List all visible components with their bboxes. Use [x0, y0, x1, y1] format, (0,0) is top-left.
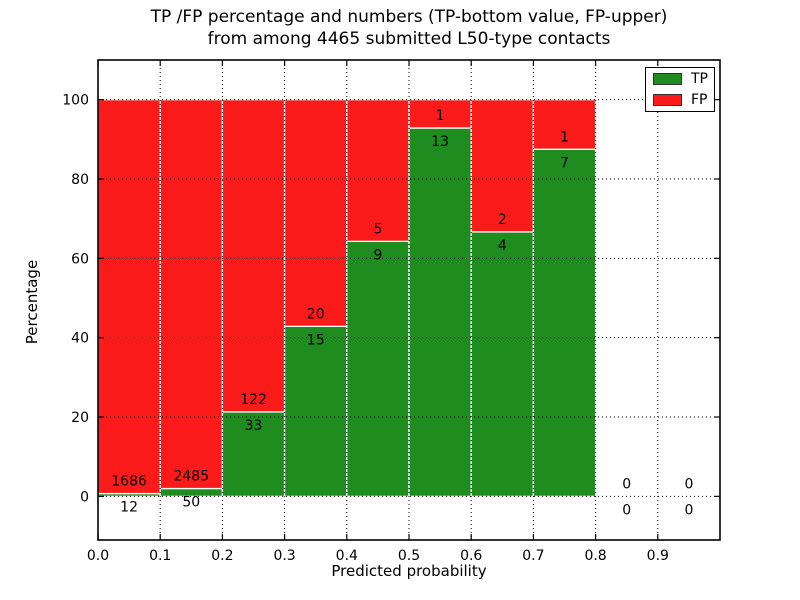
- tp-count-label-5: 13: [431, 134, 449, 150]
- x-tick-label: 0.9: [647, 548, 669, 564]
- tp-count-label-1: 50: [182, 495, 200, 511]
- legend-item-tp: TP: [653, 72, 714, 86]
- x-tick-label: 0.4: [336, 548, 358, 564]
- fp-count-label-4: 5: [373, 221, 382, 237]
- bar-fp-2: [221, 99, 286, 413]
- x-tick-label: 0.3: [273, 548, 295, 564]
- fp-count-label-8: 0: [622, 476, 631, 492]
- x-tick-label: 0.1: [149, 548, 171, 564]
- fp-count-label-9: 0: [684, 476, 693, 492]
- fp-count-label-3: 20: [307, 306, 325, 322]
- x-tick-label: 0.6: [460, 548, 482, 564]
- y-tick-label: 20: [71, 410, 89, 426]
- legend-item-fp: FP: [653, 93, 714, 107]
- bar-fp-1: [159, 99, 224, 490]
- fp-count-label-5: 1: [436, 108, 445, 124]
- legend-label-fp: FP: [691, 92, 708, 108]
- x-tick-label: 0.7: [522, 548, 544, 564]
- legend: TP FP: [645, 67, 715, 112]
- x-tick-label: 0.0: [87, 548, 109, 564]
- y-tick-label: 80: [71, 172, 89, 188]
- fp-count-label-2: 122: [240, 392, 267, 408]
- tp-swatch: [653, 73, 682, 85]
- bar-fp-3: [283, 99, 348, 328]
- chart-title-line1: TP /FP percentage and numbers (TP-bottom…: [150, 7, 668, 27]
- chart-title-line2: from among 4465 submitted L50-type conta…: [207, 29, 611, 49]
- x-tick-label: 0.2: [211, 548, 233, 564]
- bar-fp-6: [470, 99, 535, 233]
- y-tick-label: 100: [62, 93, 89, 109]
- x-axis-label: Predicted probability: [331, 562, 487, 580]
- legend-label-tp: TP: [691, 71, 708, 87]
- y-axis-label: Percentage: [23, 259, 41, 345]
- x-tick-label: 0.5: [398, 548, 420, 564]
- tp-count-label-0: 12: [120, 500, 138, 516]
- x-tick-label: 0.8: [584, 548, 606, 564]
- fp-count-label-0: 1686: [111, 474, 147, 490]
- bar-tp-3: [283, 325, 348, 498]
- y-tick-label: 40: [71, 331, 89, 347]
- tp-count-label-6: 4: [498, 238, 507, 254]
- fp-count-label-7: 1: [560, 129, 569, 145]
- bar-tp-7: [532, 148, 597, 498]
- tp-count-label-9: 0: [684, 502, 693, 518]
- tp-count-label-8: 0: [622, 502, 631, 518]
- bar-fp-0: [97, 99, 161, 495]
- fp-count-label-1: 2485: [173, 469, 209, 485]
- bar-tp-5: [408, 127, 472, 498]
- bar-tp-2: [221, 411, 286, 498]
- chart-title: TP /FP percentage and numbers (TP-bottom…: [98, 6, 720, 50]
- bar-fp-4: [346, 99, 410, 242]
- bar-tp-4: [346, 240, 410, 498]
- fp-count-label-6: 2: [498, 212, 507, 228]
- tp-count-label-3: 15: [307, 332, 325, 348]
- y-tick-label: 0: [80, 489, 89, 505]
- tp-count-label-7: 7: [560, 155, 569, 171]
- tp-count-label-2: 33: [245, 418, 263, 434]
- tp-count-label-4: 9: [373, 247, 382, 263]
- y-tick-label: 60: [71, 251, 89, 267]
- fp-swatch: [653, 94, 682, 106]
- bar-tp-6: [470, 231, 535, 498]
